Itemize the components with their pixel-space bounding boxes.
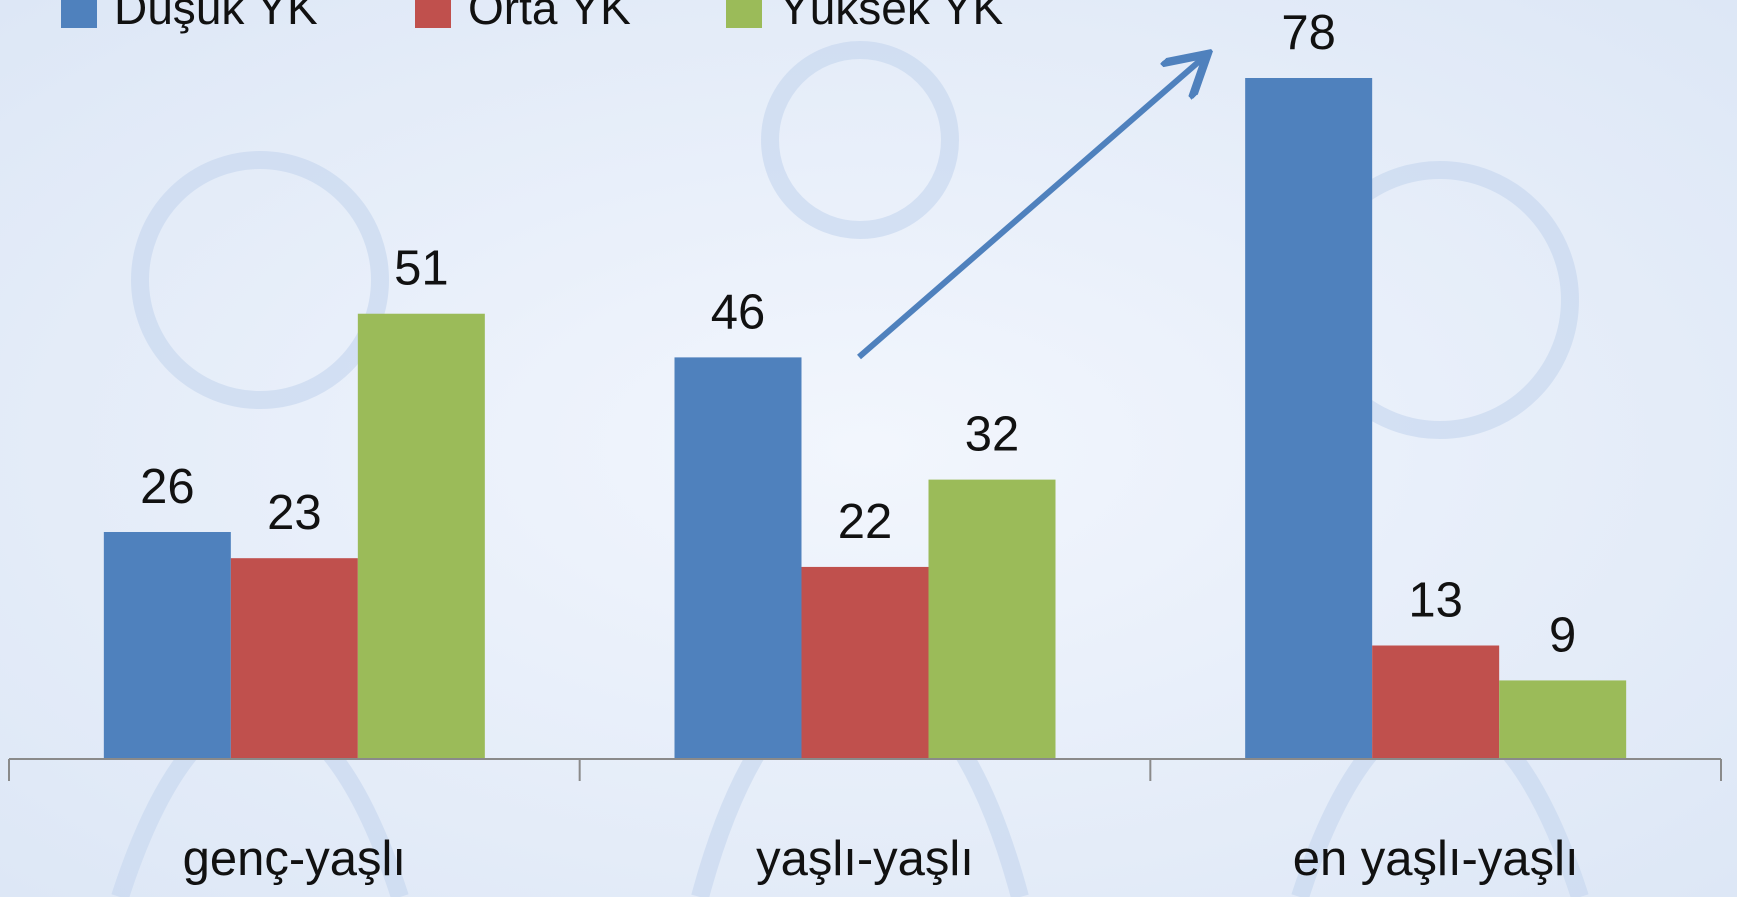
data-label: 9	[1549, 608, 1576, 662]
bar	[103, 532, 231, 759]
bar	[230, 558, 358, 759]
data-label: 46	[711, 285, 766, 339]
bar	[801, 566, 929, 759]
legend-label: Düşük YK	[114, 0, 318, 34]
bar	[674, 357, 802, 759]
data-label: 51	[394, 242, 449, 296]
bar	[928, 479, 1056, 759]
bar	[1499, 680, 1627, 759]
data-label: 22	[838, 495, 893, 549]
legend-swatch	[61, 0, 97, 28]
data-label: 78	[1281, 6, 1336, 60]
data-label: 23	[267, 486, 322, 540]
data-label: 13	[1408, 573, 1463, 627]
x-tick-label: yaşlı-yaşlı	[756, 832, 974, 886]
trend-arrow	[857, 58, 1203, 360]
legend-swatch	[415, 0, 451, 28]
legend-label: Yüksek YK	[779, 0, 1003, 34]
data-label: 32	[965, 408, 1020, 462]
legend-label: Orta YK	[468, 0, 631, 34]
x-tick-label: genç-yaşlı	[183, 832, 406, 886]
bar	[1245, 78, 1373, 759]
bar	[1372, 645, 1500, 759]
legend-swatch	[726, 0, 762, 28]
bar	[357, 313, 485, 759]
data-label: 26	[140, 460, 195, 514]
x-tick-label: en yaşlı-yaşlı	[1293, 832, 1579, 886]
